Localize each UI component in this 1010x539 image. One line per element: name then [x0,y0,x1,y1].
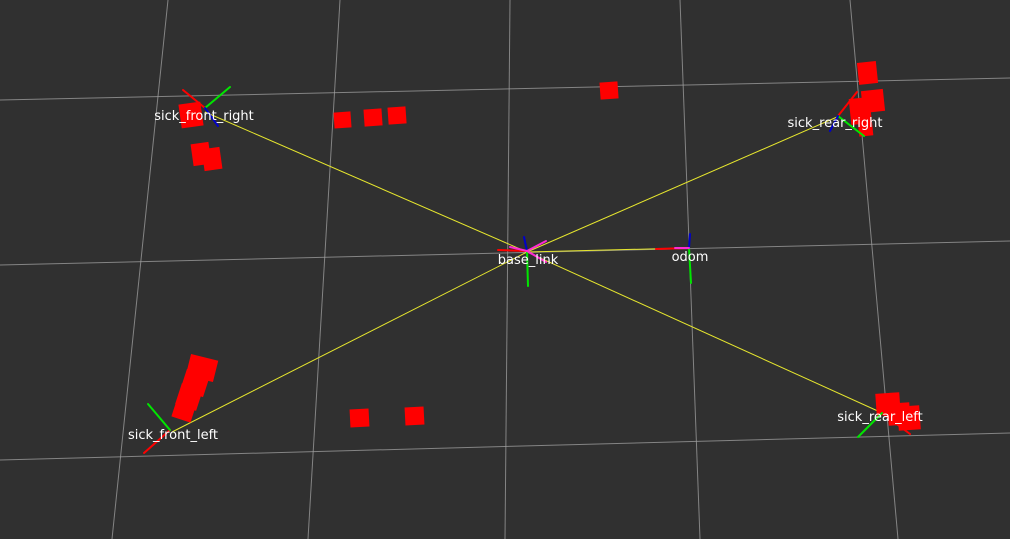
axes-sick-front-right [182,86,231,127]
axis-y [526,250,529,287]
axis-z [523,236,528,252]
grid-line [849,0,899,539]
laser-scan-points [171,61,921,431]
axes-sick-rear-right [829,91,865,137]
axis-arrow [526,250,547,263]
tf-frame-axes [143,86,911,454]
laser-point [856,61,879,85]
axis-arrow [509,246,528,252]
axes-sick-rear-left [857,412,911,438]
grid-line [0,432,1010,461]
axis-z [829,115,839,132]
grid-line [307,0,341,539]
laser-point [897,405,921,431]
tf-link-base-to-front-left [171,251,528,433]
grid-line [0,77,1010,101]
laser-point [599,81,619,100]
axis-z [204,107,219,127]
laser-point [363,108,383,127]
axis-x [881,412,911,435]
laser-point [178,101,204,129]
axis-y [837,115,865,137]
axis-y [204,86,231,109]
axis-y [857,412,883,438]
grid-line [0,240,1010,266]
axis-z [688,233,691,249]
laser-point [333,111,352,129]
laser-point [349,408,370,428]
tf-tree-links [171,111,881,433]
tf-link-base-to-front-right [204,111,528,253]
laser-point [171,397,197,423]
axis-x [182,89,206,109]
tf-link-base-to-rear-right [526,116,838,253]
axis-y [688,247,692,284]
laser-point [856,109,874,137]
tf-link-base-to-rear-left [526,251,881,413]
axes-base-link [497,236,547,287]
axis-x [143,429,171,454]
axis-y [147,403,171,431]
axes-sick-front-left [143,403,171,454]
grid-line [111,0,169,539]
laser-point [387,106,407,125]
axis-x [837,91,858,117]
axis-arrow [526,240,547,252]
laser-point [201,146,223,172]
axes-odom [655,233,692,284]
grid-line [504,0,511,539]
laser-point [404,406,425,426]
